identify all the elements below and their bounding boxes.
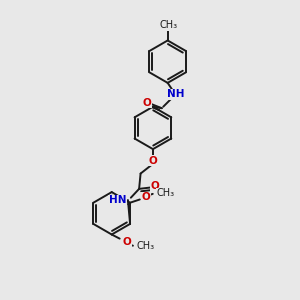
- Text: O: O: [122, 237, 131, 247]
- Text: CH₃: CH₃: [157, 188, 175, 198]
- Text: NH: NH: [167, 89, 185, 99]
- Text: O: O: [142, 192, 151, 203]
- Text: O: O: [143, 98, 152, 108]
- Text: CH₃: CH₃: [159, 20, 177, 30]
- Text: CH₃: CH₃: [136, 241, 154, 251]
- Text: O: O: [148, 156, 157, 166]
- Text: HN: HN: [109, 195, 126, 205]
- Text: O: O: [151, 181, 159, 191]
